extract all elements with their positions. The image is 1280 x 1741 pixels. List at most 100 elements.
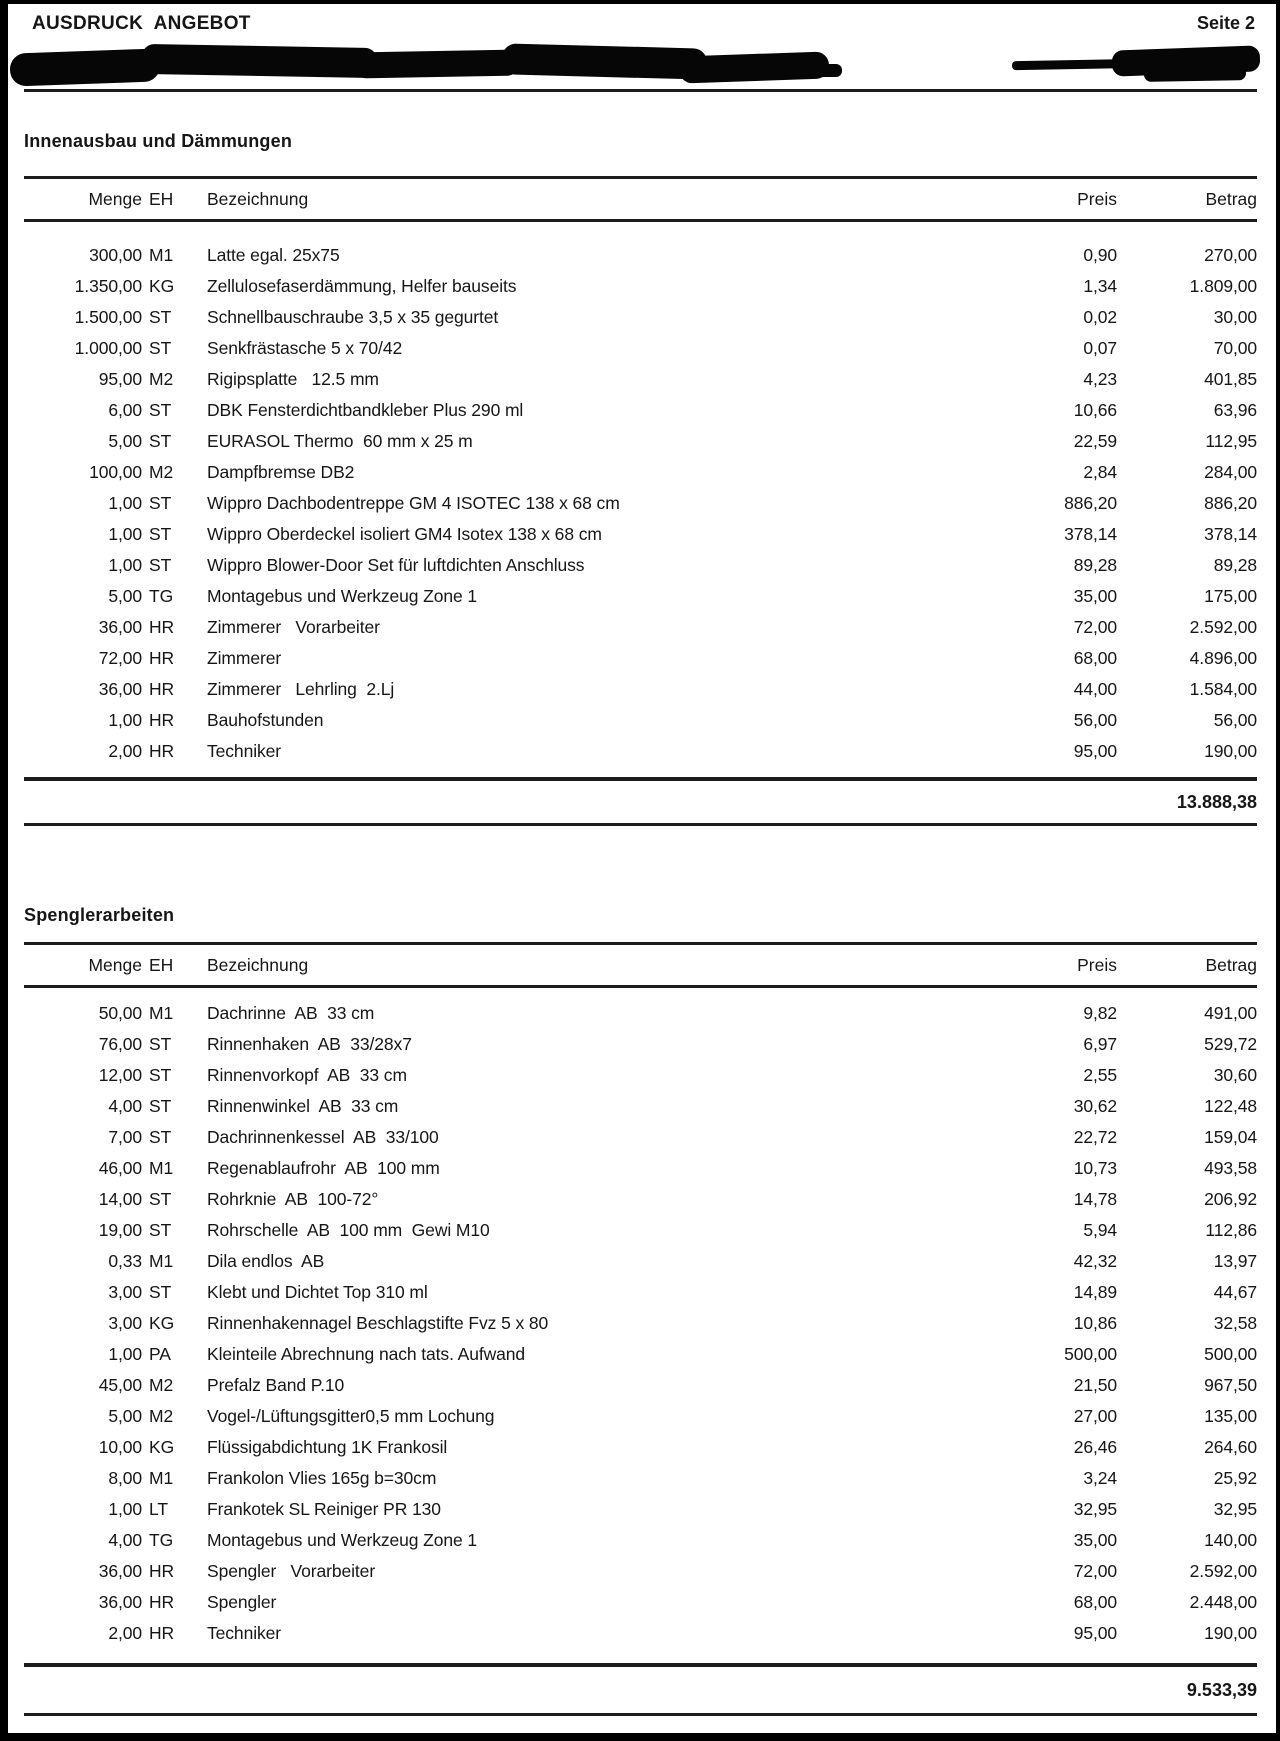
- row-unit: ST: [149, 307, 172, 327]
- row-quantity: 46,00: [98, 1158, 142, 1178]
- row-amount: 56,00: [1213, 710, 1257, 730]
- row-quantity: 4,00: [108, 1096, 142, 1116]
- table-row: 12,00 ST Rinnenvorkopf AB 33 cm 2,55 30,…: [24, 1060, 1257, 1091]
- row-unit: M2: [149, 1406, 174, 1426]
- row-amount: 967,50: [1204, 1375, 1257, 1395]
- row-description: Spengler Vorarbeiter: [207, 1561, 376, 1581]
- row-description: Rinnenvorkopf AB 33 cm: [207, 1065, 407, 1085]
- row-price: 35,00: [1073, 586, 1117, 606]
- row-description: Schnellbauschraube 3,5 x 35 gegurtet: [207, 307, 499, 327]
- table-row: 1.500,00 ST Schnellbauschraube 3,5 x 35 …: [24, 302, 1257, 333]
- row-description: Rinnenwinkel AB 33 cm: [207, 1096, 399, 1116]
- row-description: Kleinteile Abrechnung nach tats. Aufwand: [207, 1344, 526, 1364]
- row-price: 9,82: [1083, 1003, 1117, 1023]
- row-amount: 32,58: [1213, 1313, 1257, 1333]
- table-body: 50,00 M1 Dachrinne AB 33 cm 9,82 491,00 …: [24, 988, 1257, 1663]
- row-price: 68,00: [1073, 648, 1117, 668]
- table-row: 36,00 HR Spengler 68,00 2.448,00: [24, 1587, 1257, 1618]
- row-price: 89,28: [1073, 555, 1117, 575]
- table-row: 72,00 HR Zimmerer 68,00 4.896,00: [24, 643, 1257, 674]
- row-amount: 190,00: [1204, 1623, 1257, 1643]
- row-price: 44,00: [1073, 679, 1117, 699]
- row-price: 0,02: [1083, 307, 1117, 327]
- row-price: 3,24: [1083, 1468, 1117, 1488]
- row-amount: 30,60: [1213, 1065, 1257, 1085]
- row-quantity: 4,00: [108, 1530, 142, 1550]
- row-price: 27,00: [1073, 1406, 1117, 1426]
- table-row: 50,00 M1 Dachrinne AB 33 cm 9,82 491,00: [24, 998, 1257, 1029]
- items-table: Menge EH Bezeichnung Preis Betrag 50,00 …: [24, 942, 1257, 1716]
- row-amount: 30,00: [1213, 307, 1257, 327]
- table-row: 5,00 TG Montagebus und Werkzeug Zone 1 3…: [24, 581, 1257, 612]
- row-description: Wippro Blower-Door Set für luftdichten A…: [207, 555, 585, 575]
- row-quantity: 45,00: [98, 1375, 142, 1395]
- row-quantity: 2,00: [108, 741, 142, 761]
- row-quantity: 1,00: [108, 524, 142, 544]
- table-row: 1,00 ST Wippro Dachbodentreppe GM 4 ISOT…: [24, 488, 1257, 519]
- section-title: Innenausbau und Dämmungen: [24, 131, 293, 151]
- section-title: Spenglerarbeiten: [24, 905, 175, 925]
- row-description: Dila endlos AB: [207, 1251, 325, 1271]
- row-quantity: 19,00: [98, 1220, 142, 1240]
- row-description: Frankolon Vlies 165g b=30cm: [207, 1468, 437, 1488]
- row-description: Vogel-/Lüftungsgitter0,5 mm Lochung: [207, 1406, 495, 1426]
- row-unit: KG: [149, 1313, 175, 1333]
- row-unit: M2: [149, 462, 174, 482]
- section-total-row: 13.888,38: [24, 781, 1257, 826]
- row-quantity: 72,00: [98, 648, 142, 668]
- col-header-betrag: Betrag: [1205, 188, 1257, 209]
- row-unit: M2: [149, 1375, 174, 1395]
- table-row: 1.000,00 ST Senkfrästasche 5 x 70/42 0,0…: [24, 333, 1257, 364]
- section-spenglerarbeiten: Spenglerarbeiten Menge EH Bezeichnung Pr…: [24, 904, 1257, 1716]
- document-content: AUSDRUCK ANGEBOT Seite 2 Innenausbau und…: [8, 4, 1276, 1716]
- row-description: Zimmerer Lehrling 2.Lj: [207, 679, 395, 699]
- table-row: 7,00 ST Dachrinnenkessel AB 33/100 22,72…: [24, 1122, 1257, 1153]
- row-quantity: 0,33: [108, 1251, 142, 1271]
- row-description: Rinnenhaken AB 33/28x7: [207, 1034, 412, 1054]
- row-unit: ST: [149, 338, 172, 358]
- table-row: 45,00 M2 Prefalz Band P.10 21,50 967,50: [24, 1370, 1257, 1401]
- row-unit: HR: [149, 1561, 175, 1581]
- table-header-row: Menge EH Bezeichnung Preis Betrag: [24, 179, 1257, 222]
- row-quantity: 36,00: [98, 679, 142, 699]
- col-header-bezeichnung: Bezeichnung: [207, 954, 309, 975]
- row-quantity: 1,00: [108, 710, 142, 730]
- row-description: DBK Fensterdichtbandkleber Plus 290 ml: [207, 400, 524, 420]
- row-price: 30,62: [1073, 1096, 1117, 1116]
- row-price: 95,00: [1073, 741, 1117, 761]
- col-header-preis: Preis: [1077, 954, 1117, 975]
- row-price: 10,66: [1073, 400, 1117, 420]
- table-row: 14,00 ST Rohrknie AB 100-72° 14,78 206,9…: [24, 1184, 1257, 1215]
- row-description: Dachrinnenkessel AB 33/100: [207, 1127, 439, 1147]
- row-quantity: 14,00: [98, 1189, 142, 1209]
- row-price: 4,23: [1083, 369, 1117, 389]
- row-description: Rohrschelle AB 100 mm Gewi M10: [207, 1220, 490, 1240]
- row-description: Dampfbremse DB2: [207, 462, 355, 482]
- table-header-row: Menge EH Bezeichnung Preis Betrag: [24, 945, 1257, 988]
- table-row: 46,00 M1 Regenablaufrohr AB 100 mm 10,73…: [24, 1153, 1257, 1184]
- table-row: 3,00 KG Rinnenhakennagel Beschlagstifte …: [24, 1308, 1257, 1339]
- row-description: Wippro Dachbodentreppe GM 4 ISOTEC 138 x…: [207, 493, 620, 513]
- row-unit: ST: [149, 1189, 172, 1209]
- section-total: 13.888,38: [1176, 791, 1257, 812]
- row-unit: ST: [149, 1065, 172, 1085]
- row-description: Zellulosefaserdämmung, Helfer bauseits: [207, 276, 517, 296]
- table-row: 19,00 ST Rohrschelle AB 100 mm Gewi M10 …: [24, 1215, 1257, 1246]
- row-unit: HR: [149, 1623, 175, 1643]
- row-description: Techniker: [207, 1623, 281, 1643]
- row-description: Techniker: [207, 741, 281, 761]
- row-description: EURASOL Thermo 60 mm x 25 m: [207, 431, 473, 451]
- row-quantity: 2,00: [108, 1623, 142, 1643]
- row-description: Rohrknie AB 100-72°: [207, 1189, 379, 1209]
- row-amount: 89,28: [1213, 555, 1257, 575]
- row-quantity: 1.000,00: [74, 338, 142, 358]
- table-row: 300,00 M1 Latte egal. 25x75 0,90 270,00: [24, 240, 1257, 271]
- row-unit: ST: [149, 524, 172, 544]
- row-description: Bauhofstunden: [207, 710, 324, 730]
- row-amount: 25,92: [1213, 1468, 1257, 1488]
- divider: 9.533,39: [24, 1663, 1257, 1716]
- row-unit: M1: [149, 1158, 174, 1178]
- row-description: Montagebus und Werkzeug Zone 1: [207, 1530, 478, 1550]
- table-row: 95,00 M2 Rigipsplatte 12.5 mm 4,23 401,8…: [24, 364, 1257, 395]
